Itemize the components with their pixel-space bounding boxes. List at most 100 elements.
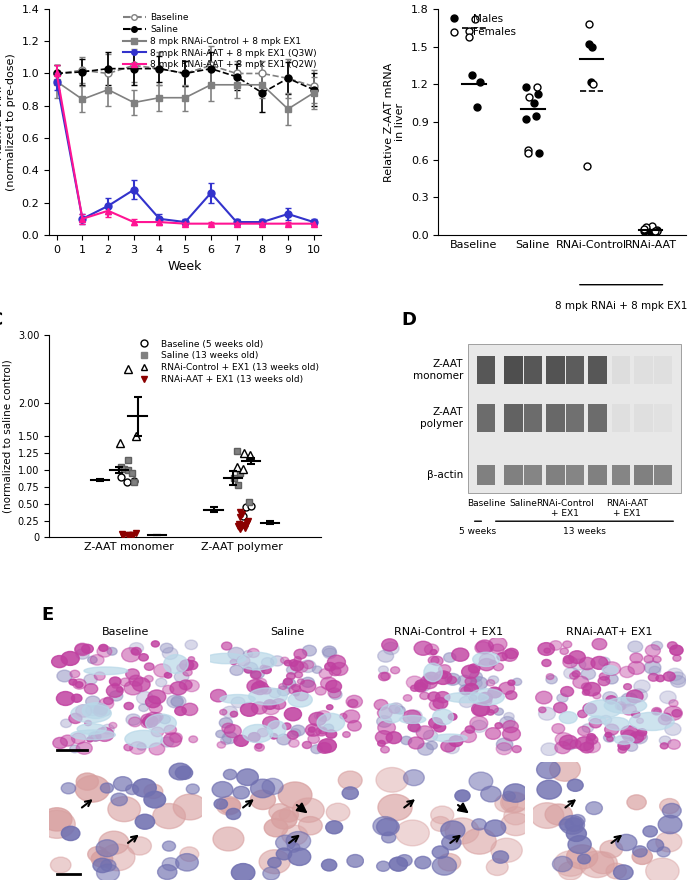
Circle shape bbox=[251, 701, 267, 714]
Circle shape bbox=[379, 666, 389, 674]
Circle shape bbox=[94, 704, 108, 715]
Circle shape bbox=[489, 676, 498, 684]
Circle shape bbox=[251, 670, 261, 679]
Circle shape bbox=[302, 645, 316, 656]
Circle shape bbox=[75, 644, 90, 654]
Circle shape bbox=[414, 641, 433, 655]
Circle shape bbox=[85, 720, 92, 725]
Bar bbox=[504, 465, 523, 485]
Circle shape bbox=[217, 741, 225, 749]
Circle shape bbox=[97, 864, 120, 882]
Circle shape bbox=[288, 731, 298, 739]
Circle shape bbox=[550, 641, 562, 650]
Circle shape bbox=[284, 678, 293, 685]
Text: Z-AAT
polymer: Z-AAT polymer bbox=[420, 407, 463, 429]
Circle shape bbox=[99, 698, 113, 709]
Circle shape bbox=[564, 655, 574, 664]
Circle shape bbox=[180, 660, 194, 670]
Circle shape bbox=[75, 775, 110, 802]
Circle shape bbox=[407, 677, 423, 689]
Circle shape bbox=[106, 685, 123, 697]
Circle shape bbox=[160, 716, 170, 724]
Circle shape bbox=[499, 682, 514, 694]
Circle shape bbox=[171, 696, 186, 707]
Circle shape bbox=[556, 693, 568, 702]
Circle shape bbox=[212, 781, 233, 797]
Circle shape bbox=[605, 725, 619, 735]
Circle shape bbox=[216, 731, 225, 738]
Bar bbox=[524, 356, 542, 384]
Circle shape bbox=[97, 703, 104, 709]
Circle shape bbox=[132, 779, 156, 797]
Circle shape bbox=[303, 661, 314, 669]
Circle shape bbox=[186, 661, 198, 669]
Circle shape bbox=[481, 786, 501, 802]
Circle shape bbox=[326, 804, 350, 821]
Circle shape bbox=[144, 663, 154, 670]
Circle shape bbox=[644, 655, 654, 663]
Circle shape bbox=[667, 669, 683, 680]
Bar bbox=[504, 404, 523, 432]
Bar bbox=[546, 404, 565, 432]
Circle shape bbox=[94, 707, 107, 717]
Circle shape bbox=[338, 771, 362, 789]
Ellipse shape bbox=[288, 693, 312, 707]
Circle shape bbox=[605, 733, 612, 737]
Circle shape bbox=[149, 743, 164, 755]
Ellipse shape bbox=[317, 713, 344, 732]
Circle shape bbox=[348, 721, 361, 731]
Bar bbox=[566, 356, 584, 384]
Bar bbox=[654, 356, 673, 384]
Circle shape bbox=[484, 820, 505, 837]
Circle shape bbox=[512, 746, 522, 753]
Circle shape bbox=[621, 693, 638, 706]
Circle shape bbox=[321, 677, 337, 690]
Circle shape bbox=[294, 661, 308, 672]
Circle shape bbox=[531, 803, 564, 829]
Circle shape bbox=[291, 725, 305, 736]
Circle shape bbox=[397, 854, 412, 867]
Bar bbox=[524, 404, 542, 432]
Circle shape bbox=[177, 664, 187, 672]
Circle shape bbox=[430, 816, 450, 831]
Title: RNAi-Control + EX1: RNAi-Control + EX1 bbox=[393, 627, 503, 637]
Circle shape bbox=[664, 706, 682, 720]
Circle shape bbox=[276, 848, 292, 860]
Circle shape bbox=[386, 732, 402, 743]
Circle shape bbox=[378, 650, 393, 662]
Circle shape bbox=[130, 643, 144, 653]
Circle shape bbox=[538, 643, 554, 655]
Circle shape bbox=[70, 745, 80, 753]
Circle shape bbox=[433, 856, 456, 875]
Circle shape bbox=[100, 844, 135, 870]
Circle shape bbox=[174, 671, 189, 683]
Circle shape bbox=[606, 674, 618, 684]
Circle shape bbox=[76, 705, 92, 717]
Circle shape bbox=[578, 854, 591, 864]
Circle shape bbox=[479, 693, 492, 703]
Circle shape bbox=[124, 681, 142, 695]
Circle shape bbox=[113, 777, 132, 791]
Circle shape bbox=[377, 861, 390, 871]
Bar bbox=[588, 465, 607, 485]
Circle shape bbox=[541, 743, 557, 756]
Circle shape bbox=[495, 723, 503, 728]
Circle shape bbox=[124, 744, 132, 750]
Circle shape bbox=[381, 672, 391, 680]
Ellipse shape bbox=[400, 716, 426, 724]
Bar bbox=[612, 356, 630, 384]
Circle shape bbox=[251, 682, 268, 694]
Circle shape bbox=[563, 740, 577, 749]
Circle shape bbox=[537, 761, 560, 779]
Circle shape bbox=[649, 666, 661, 676]
Circle shape bbox=[452, 648, 469, 661]
Circle shape bbox=[162, 841, 176, 851]
Circle shape bbox=[301, 677, 314, 687]
Circle shape bbox=[326, 705, 333, 709]
Circle shape bbox=[502, 650, 517, 661]
Circle shape bbox=[582, 690, 589, 695]
Circle shape bbox=[281, 657, 289, 663]
Circle shape bbox=[476, 640, 494, 653]
Bar bbox=[612, 465, 630, 485]
Ellipse shape bbox=[589, 716, 606, 724]
